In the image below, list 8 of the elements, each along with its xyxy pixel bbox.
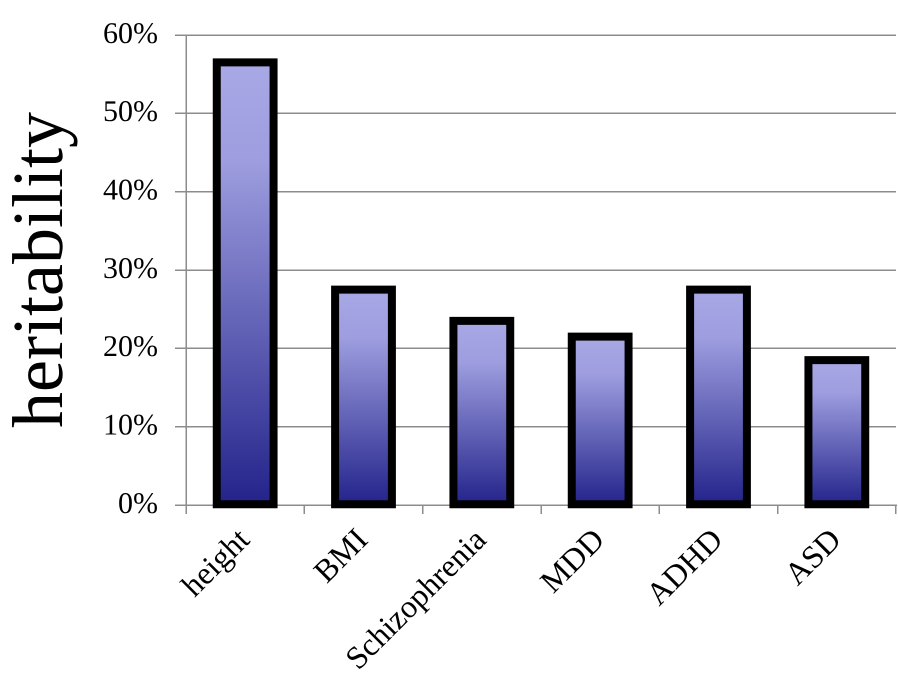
y-axis-title: heritability (0, 112, 78, 428)
y-tick-label: 40% (103, 174, 158, 207)
y-tick-label: 50% (103, 95, 158, 128)
y-tick-label: 0% (118, 486, 158, 520)
y-tick-label: 60% (103, 16, 158, 50)
y-tick-label: 10% (103, 408, 158, 442)
y-tick-label: 30% (103, 252, 158, 285)
y-tick-label: 20% (103, 330, 158, 364)
